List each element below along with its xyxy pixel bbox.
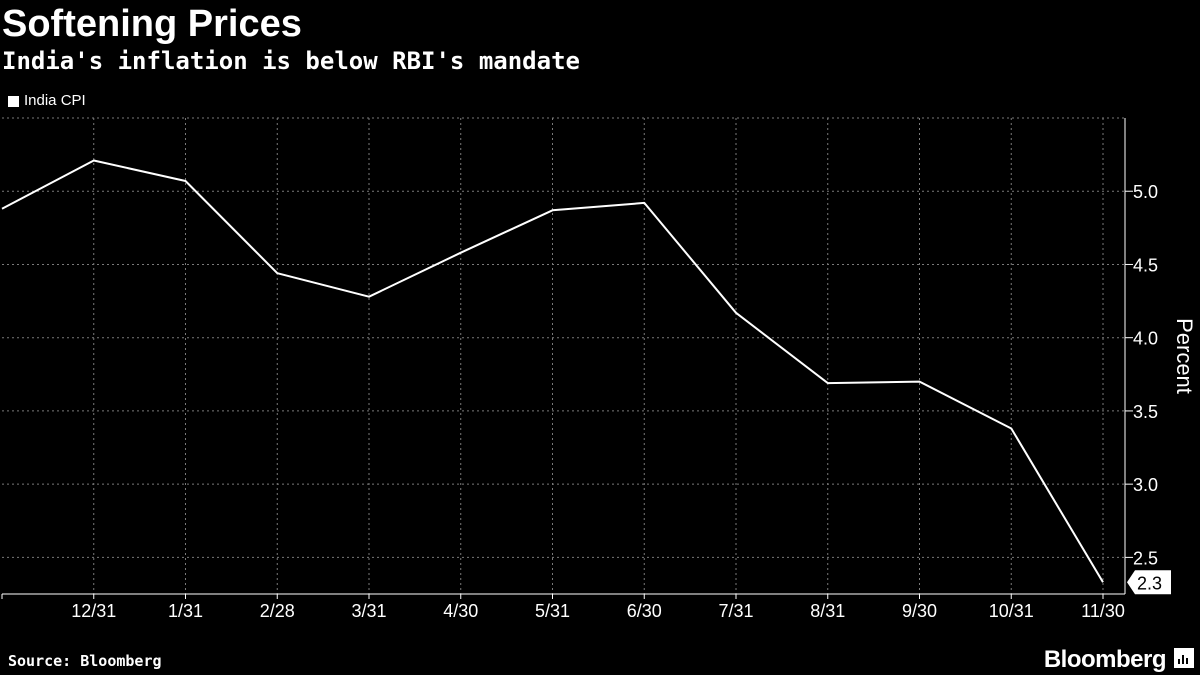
x-tick-label: 10/31: [989, 601, 1034, 621]
legend-swatch: [8, 95, 19, 107]
x-tick-label: 12/31: [71, 601, 116, 621]
y-tick-label: 4.5: [1133, 255, 1158, 275]
x-tick-label: 1/31: [168, 601, 203, 621]
y-tick-label: 3.0: [1133, 475, 1158, 495]
legend: India CPI: [8, 91, 86, 111]
last-value-label: 2.3: [1137, 573, 1162, 593]
brand-logo-text: Bloomberg: [1043, 646, 1167, 673]
y-axis-label: Percent: [1172, 318, 1197, 394]
x-tick-label: 11/30: [1081, 601, 1125, 621]
last-value-badge: [1127, 570, 1171, 595]
x-tick-label: 4/30: [443, 601, 478, 621]
x-tick-label: 8/31: [810, 601, 845, 621]
chart-subtitle: India's inflation is below RBI's mandate: [2, 47, 580, 75]
x-tick-label: 2/28: [260, 601, 295, 621]
x-tick-label: 6/30: [627, 601, 662, 621]
series-line-india-cpi: [1, 159, 1104, 583]
x-tick-label: 7/31: [718, 601, 753, 621]
legend-label: India CPI: [24, 92, 86, 109]
source-note: Source: Bloomberg: [8, 652, 162, 670]
x-tick-label: 5/31: [535, 601, 570, 621]
y-tick-label: 2.5: [1133, 548, 1158, 568]
x-tick-label: 9/30: [902, 601, 937, 621]
bloomberg-chart-icon: [1174, 648, 1194, 668]
chart-title: Softening Prices: [2, 3, 302, 45]
y-tick-label: 3.5: [1133, 402, 1158, 422]
y-tick-label: 5.0: [1133, 182, 1158, 202]
x-tick-label: 3/31: [351, 601, 386, 621]
y-tick-label: 4.0: [1133, 329, 1158, 349]
